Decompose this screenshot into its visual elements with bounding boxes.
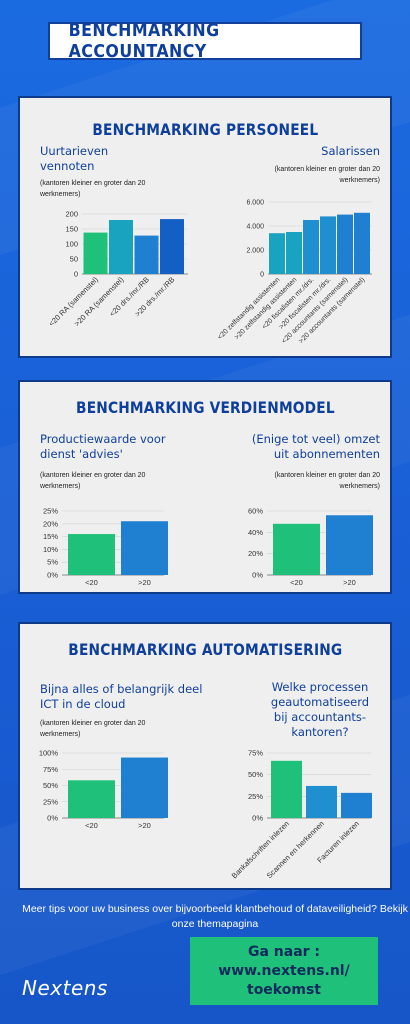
bar bbox=[83, 232, 108, 274]
page-title-box: BENCHMARKING ACCOUNTANCY bbox=[48, 20, 362, 62]
bar bbox=[303, 220, 319, 274]
bar bbox=[341, 792, 372, 818]
y-tick-label: 0 bbox=[260, 272, 264, 279]
y-tick-label: 50% bbox=[43, 781, 58, 790]
y-tick-label: 60% bbox=[248, 507, 263, 516]
bar bbox=[121, 757, 168, 818]
cta-link-button[interactable]: Ga naar : www.nextens.nl/ toekomst bbox=[190, 937, 378, 1005]
x-tick-label: <20 bbox=[290, 578, 303, 587]
y-tick-label: 6.000 bbox=[246, 200, 264, 207]
y-tick-label: 40% bbox=[248, 528, 263, 537]
bar bbox=[134, 235, 159, 274]
page-title: BENCHMARKING ACCOUNTANCY bbox=[68, 20, 220, 62]
y-tick-label: 0 bbox=[74, 270, 78, 279]
chart-title: (Enige tot veel) omzet uit abonnementen bbox=[251, 432, 380, 461]
chart-processen: 0% 25% 50% 75% Bankafschriften inlezenScanne… bbox=[230, 749, 372, 880]
bar bbox=[269, 233, 285, 274]
y-tick-label: 50 bbox=[70, 255, 78, 264]
y-tick-label: 0% bbox=[252, 571, 263, 580]
bar bbox=[273, 523, 320, 575]
y-tick-label: 25% bbox=[43, 797, 58, 806]
y-tick-label: 100% bbox=[39, 749, 59, 758]
x-tick-label: >20 bbox=[138, 821, 151, 830]
chart-title: Salarissen bbox=[321, 144, 380, 158]
chart-abonnementen: 0% 20% 40% 60% <20 >20 bbox=[248, 507, 373, 587]
y-tick-label: 75% bbox=[248, 749, 263, 758]
x-tick-label: >20 bbox=[343, 578, 356, 587]
chart-note: (kantoren kleiner en groter dan 20 werkn… bbox=[274, 166, 380, 184]
chart-cloud: 0% 25% 50% 75% 100% <20 >20 bbox=[39, 749, 168, 830]
x-tick-label: Scannen en herkennen bbox=[265, 819, 326, 880]
bar bbox=[271, 760, 302, 818]
footer-text: Meer tips voor uw business over bijvoorb… bbox=[22, 903, 408, 930]
panel-title: BENCHMARKING VERDIENMODEL bbox=[75, 398, 335, 417]
nextens-logo: Nextens bbox=[22, 976, 108, 1000]
chart-productiewaarde: 0% 5% 10% 15% 20% 25% <20 >20 bbox=[43, 507, 168, 587]
y-tick-label: 15% bbox=[43, 532, 58, 541]
y-tick-label: 50% bbox=[248, 770, 263, 779]
bar bbox=[160, 219, 184, 274]
chart-note: (kantoren kleiner en groter dan 20 werkn… bbox=[40, 472, 146, 490]
y-tick-label: 20% bbox=[43, 519, 58, 528]
bar bbox=[306, 785, 337, 818]
y-tick-label: 2.000 bbox=[246, 248, 264, 255]
bar bbox=[68, 534, 115, 575]
x-tick-label: Bankafschriften inlezen bbox=[230, 819, 291, 880]
chart-title: Bijna alles of belangrijk deel ICT in de… bbox=[40, 682, 203, 711]
panel-automatisering: BENCHMARKING AUTOMATISERING Bijna alles … bbox=[18, 622, 392, 890]
chart-title: Uurtarieven vennoten bbox=[40, 144, 109, 173]
bar bbox=[354, 212, 370, 274]
cta-line: www.nextens.nl/ bbox=[218, 963, 350, 979]
panel-title: BENCHMARKING PERSONEEL bbox=[92, 120, 318, 139]
cta-line: Ga naar : bbox=[247, 944, 321, 960]
y-tick-label: 0% bbox=[252, 814, 263, 823]
y-tick-label: 200 bbox=[65, 210, 78, 219]
y-tick-label: 10% bbox=[43, 545, 58, 554]
bar bbox=[68, 780, 115, 818]
x-tick-label: <20 bbox=[85, 578, 98, 587]
y-tick-label: 150 bbox=[65, 225, 78, 234]
y-tick-label: 0% bbox=[47, 814, 58, 823]
panel-personeel: BENCHMARKING PERSONEEL Uurtarieven venno… bbox=[18, 96, 392, 358]
y-tick-label: 4.000 bbox=[246, 224, 264, 231]
x-tick-label: >20 bbox=[138, 578, 151, 587]
chart-note: (kantoren kleiner en groter dan 20 werkn… bbox=[40, 720, 146, 738]
bar bbox=[109, 220, 133, 274]
y-tick-label: 5% bbox=[47, 558, 58, 567]
y-tick-label: 0% bbox=[47, 571, 58, 580]
bar bbox=[326, 515, 373, 575]
y-tick-label: 25% bbox=[248, 792, 263, 801]
panel-verdienmodel: BENCHMARKING VERDIENMODEL Productiewaard… bbox=[18, 380, 392, 594]
bar bbox=[121, 521, 168, 575]
y-tick-label: 20% bbox=[248, 549, 263, 558]
bar bbox=[337, 214, 353, 274]
chart-salarissen: 0 2.000 4.000 6.000 <20 zelfstandig assisten… bbox=[217, 200, 372, 345]
chart-note: (kantoren kleiner en groter dan 20 werkn… bbox=[274, 472, 380, 490]
y-tick-label: 25% bbox=[43, 507, 58, 516]
cta-line: toekomst bbox=[247, 982, 321, 998]
x-tick-label: <20 zelfstandig assistenten bbox=[217, 276, 282, 341]
y-tick-label: 100 bbox=[65, 240, 78, 249]
panel-title: BENCHMARKING AUTOMATISERING bbox=[67, 640, 343, 659]
chart-title: Productiewaarde voor dienst 'advies' bbox=[40, 432, 166, 461]
chart-title: Welke processen geautomatiseerd bij acco… bbox=[270, 680, 370, 739]
x-tick-label: <20 bbox=[85, 821, 98, 830]
chart-note: (kantoren kleiner en groter dan 20 werkn… bbox=[40, 180, 146, 198]
bar bbox=[286, 232, 302, 274]
y-tick-label: 75% bbox=[43, 765, 58, 774]
bar bbox=[320, 216, 336, 274]
